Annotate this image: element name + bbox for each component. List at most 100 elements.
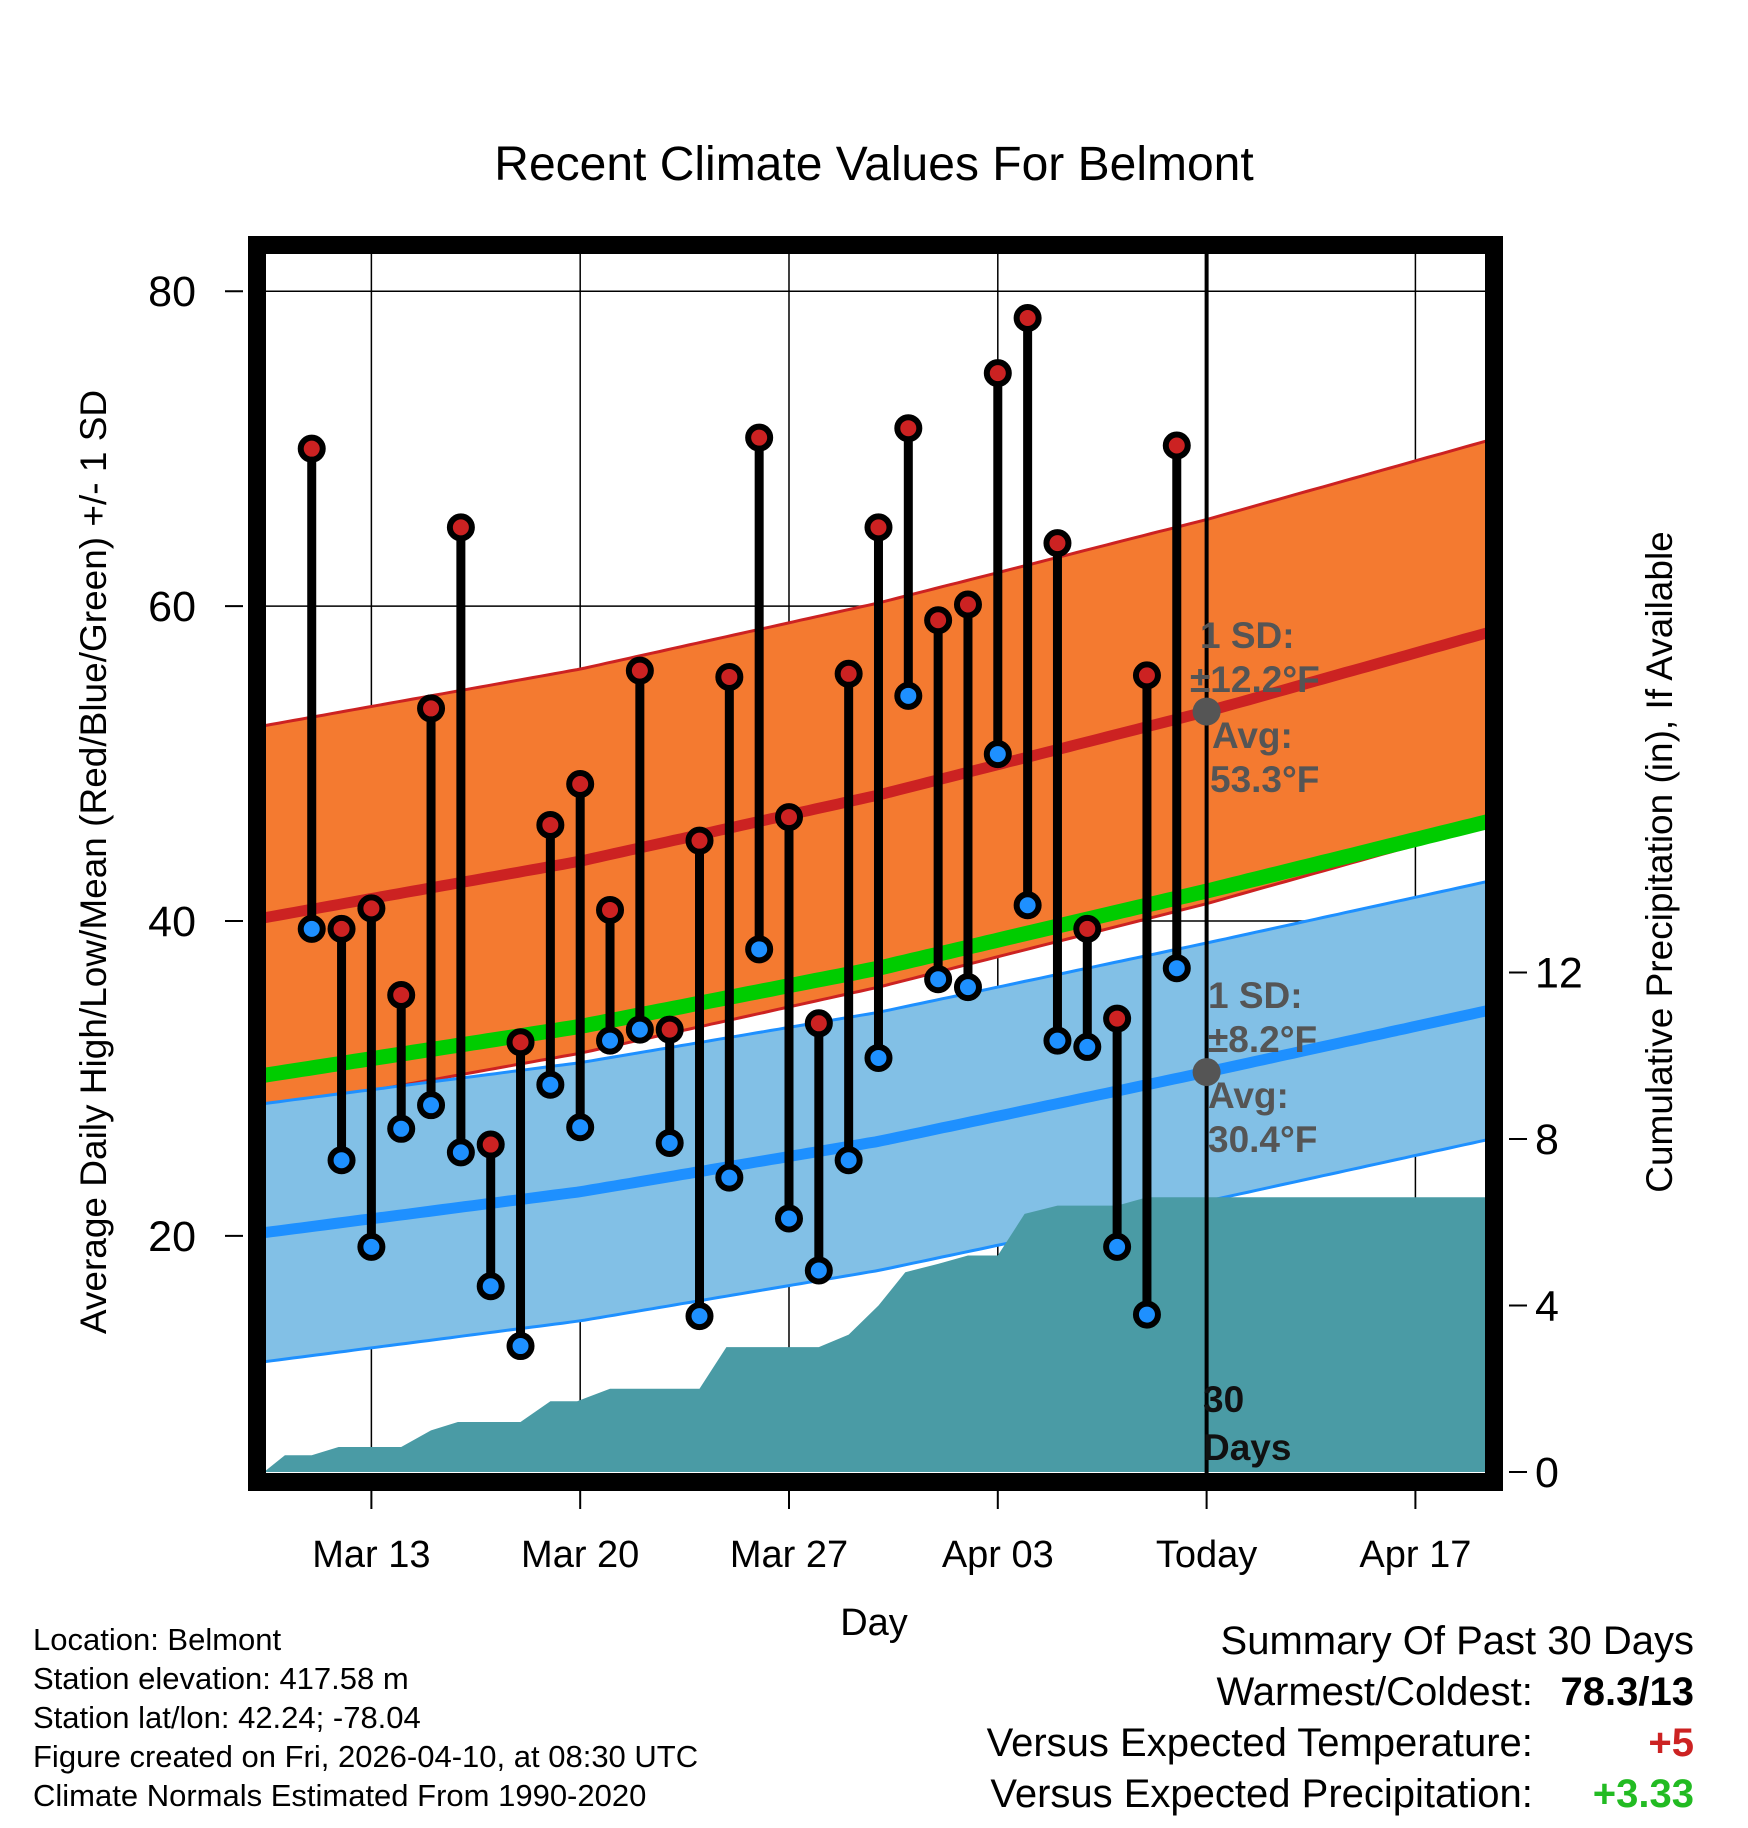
x-tick-label-mar-27: Mar 27 bbox=[730, 1534, 848, 1576]
day-high-point-39 bbox=[1132, 661, 1161, 690]
chart-title: Recent Climate Values For Belmont bbox=[494, 138, 1253, 191]
low-sd-band bbox=[264, 881, 1487, 1362]
day-low-point-35 bbox=[1013, 891, 1042, 920]
station-info: Location: Belmont Station elevation: 417… bbox=[33, 1620, 698, 1815]
info-elevation: Station elevation: 417.58 m bbox=[33, 1661, 409, 1696]
day-low-point-19 bbox=[536, 1070, 565, 1099]
today-low-avg-dot bbox=[1192, 1058, 1221, 1087]
day-high-point-18 bbox=[506, 1028, 535, 1057]
day-high-point-31 bbox=[894, 414, 923, 443]
day-low-point-30 bbox=[864, 1043, 893, 1072]
axes: 20 40 60 80 0 4 8 12 Mar 13 Mar 20 Mar 27 Apr 03 Tod… bbox=[148, 268, 1583, 1576]
y-axis-label: Average Daily High/Low/Mean (Red/Blue/Gr… bbox=[73, 390, 114, 1334]
precip-value: +3.33 bbox=[1592, 1772, 1694, 1816]
day-low-point-18 bbox=[506, 1332, 535, 1361]
day-low-point-33 bbox=[953, 973, 982, 1002]
y2-tick-label-8: 8 bbox=[1535, 1116, 1559, 1164]
day-high-point-19 bbox=[536, 810, 565, 839]
day-high-point-35 bbox=[1013, 303, 1042, 332]
day-low-point-32 bbox=[924, 965, 953, 994]
day-high-point-24 bbox=[685, 826, 714, 855]
day-low-point-24 bbox=[685, 1302, 714, 1331]
info-created: Figure created on Fri, 2026-04-10, at 08… bbox=[33, 1739, 699, 1774]
high-avg-value: 53.3°F bbox=[1210, 759, 1319, 800]
warmest-value: 78.3/13 bbox=[1560, 1670, 1694, 1714]
day-low-point-23 bbox=[655, 1128, 684, 1157]
y2-tick-label-0: 0 bbox=[1535, 1449, 1559, 1497]
day-low-point-34 bbox=[983, 740, 1012, 769]
today-marker bbox=[1192, 238, 1221, 1478]
summary-temp-row: Versus Expected Temperature: +5 bbox=[987, 1718, 1694, 1769]
temp-label: Versus Expected Temperature: bbox=[986, 1721, 1533, 1765]
day-low-point-40 bbox=[1162, 954, 1191, 983]
days-word: Days bbox=[1203, 1427, 1291, 1468]
day-high-point-16 bbox=[446, 513, 475, 542]
day-high-point-28 bbox=[804, 1009, 833, 1038]
summary-panel: Summary Of Past 30 Days Warmest/Coldest:… bbox=[987, 1616, 1694, 1820]
day-high-point-30 bbox=[864, 513, 893, 542]
day-low-point-36 bbox=[1043, 1026, 1072, 1055]
day-high-point-34 bbox=[983, 359, 1012, 388]
x-axis-label: Day bbox=[840, 1602, 908, 1644]
x-tick-label-today: Today bbox=[1156, 1534, 1257, 1576]
y-tick-label-40: 40 bbox=[148, 898, 196, 946]
day-low-point-37 bbox=[1073, 1032, 1102, 1061]
day-low-point-27 bbox=[774, 1204, 803, 1233]
day-low-point-13 bbox=[357, 1232, 386, 1261]
day-high-point-32 bbox=[924, 606, 953, 635]
plot-frame bbox=[248, 236, 1503, 1491]
day-low-point-17 bbox=[476, 1272, 505, 1301]
day-high-point-40 bbox=[1162, 431, 1191, 460]
precip-label: Versus Expected Precipitation: bbox=[990, 1772, 1533, 1816]
x-tick-label-mar-13: Mar 13 bbox=[312, 1534, 430, 1576]
y-tick-label-60: 60 bbox=[148, 583, 196, 631]
day-low-point-31 bbox=[894, 681, 923, 710]
day-high-point-17 bbox=[476, 1130, 505, 1159]
x-tick-label-mar-20: Mar 20 bbox=[521, 1534, 639, 1576]
day-high-point-20 bbox=[566, 770, 595, 799]
day-low-point-14 bbox=[387, 1114, 416, 1143]
summary-warmest-row: Warmest/Coldest: 78.3/13 bbox=[987, 1667, 1695, 1718]
day-high-point-38 bbox=[1103, 1004, 1132, 1033]
today-high-avg-dot bbox=[1192, 697, 1221, 726]
high-avg-label: Avg: bbox=[1212, 715, 1293, 756]
day-high-point-36 bbox=[1043, 529, 1072, 558]
day-low-point-25 bbox=[715, 1163, 744, 1192]
day-high-point-37 bbox=[1073, 914, 1102, 943]
annotations: 1 SD: ±12.2°F Avg: 53.3°F 1 SD: ±8.2°F A… bbox=[1190, 615, 1320, 1468]
y2-axis-label: Cumulative Precipitation (in), If Availa… bbox=[1639, 531, 1680, 1193]
day-high-point-21 bbox=[596, 895, 625, 924]
day-low-point-16 bbox=[446, 1138, 475, 1167]
day-high-point-25 bbox=[715, 662, 744, 691]
day-low-point-22 bbox=[625, 1015, 654, 1044]
info-location: Location: Belmont bbox=[33, 1622, 282, 1657]
day-low-point-21 bbox=[596, 1026, 625, 1055]
day-high-point-33 bbox=[953, 590, 982, 619]
day-low-point-39 bbox=[1132, 1300, 1161, 1329]
summary-title: Summary Of Past 30 Days bbox=[1220, 1619, 1694, 1663]
day-high-point-11 bbox=[297, 434, 326, 463]
day-high-point-29 bbox=[834, 659, 863, 688]
day-low-point-12 bbox=[327, 1146, 356, 1175]
day-low-point-28 bbox=[804, 1256, 833, 1285]
y-tick-label-80: 80 bbox=[148, 268, 196, 316]
day-high-point-12 bbox=[327, 914, 356, 943]
y2-tick-label-12: 12 bbox=[1535, 949, 1583, 997]
cumulative-precip-area bbox=[264, 1197, 1487, 1472]
day-low-point-38 bbox=[1103, 1232, 1132, 1261]
low-sd-label: 1 SD: bbox=[1208, 975, 1303, 1016]
high-sd-value: ±12.2°F bbox=[1190, 659, 1320, 700]
info-latlon: Station lat/lon: 42.24; -78.04 bbox=[33, 1700, 421, 1735]
warmest-label: Warmest/Coldest: bbox=[1216, 1670, 1533, 1714]
day-high-point-14 bbox=[387, 980, 416, 1009]
y-tick-label-20: 20 bbox=[148, 1213, 196, 1261]
low-avg-value: 30.4°F bbox=[1208, 1119, 1317, 1160]
day-high-point-27 bbox=[774, 803, 803, 832]
day-low-point-15 bbox=[417, 1091, 446, 1120]
day-low-point-26 bbox=[745, 935, 774, 964]
y2-tick-label-4: 4 bbox=[1535, 1282, 1559, 1330]
precipitation-area bbox=[264, 1197, 1487, 1472]
x-tick-label-apr-03: Apr 03 bbox=[942, 1534, 1054, 1576]
day-low-point-20 bbox=[566, 1113, 595, 1142]
